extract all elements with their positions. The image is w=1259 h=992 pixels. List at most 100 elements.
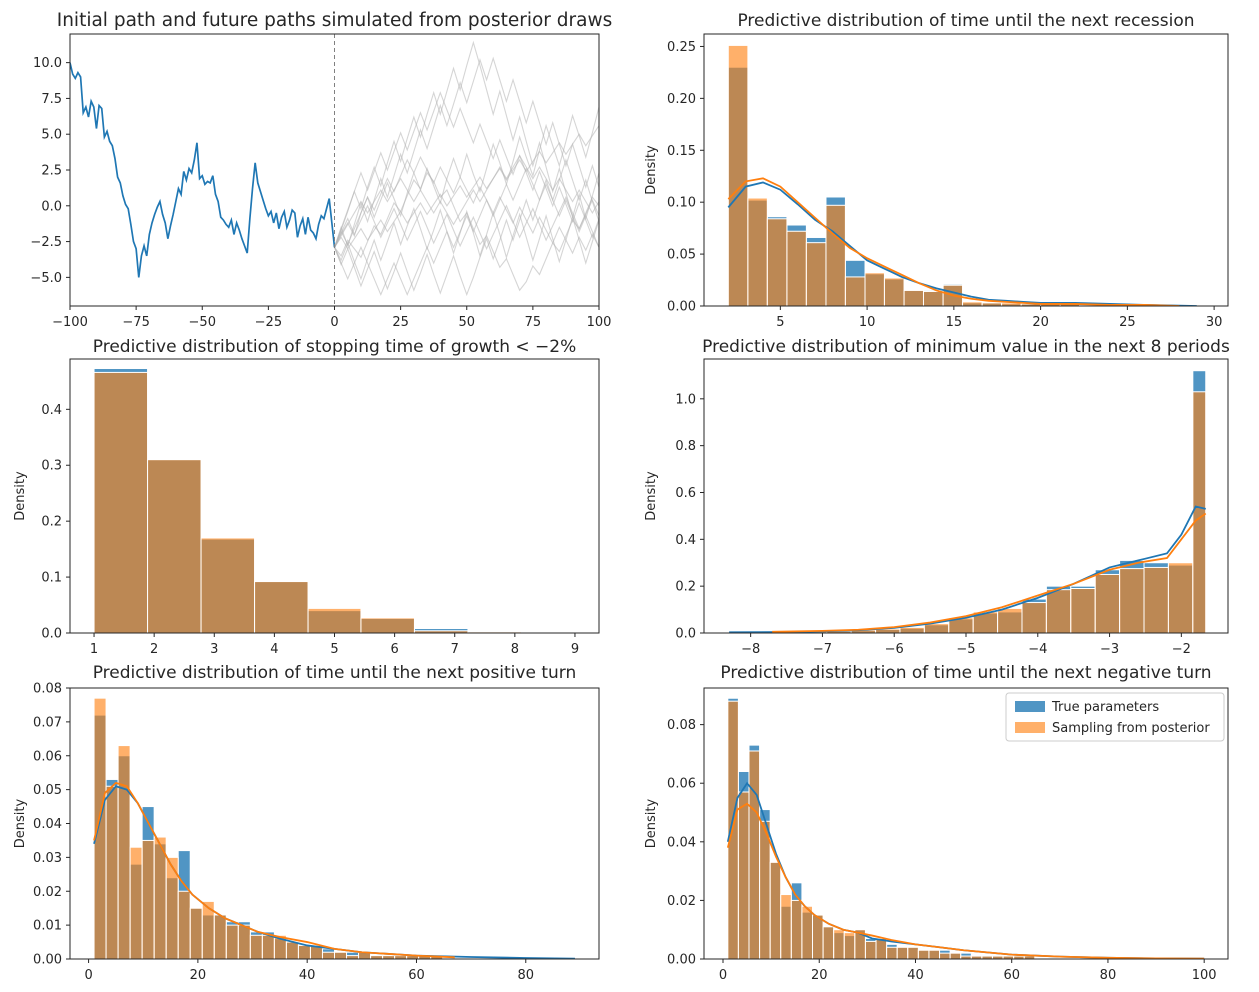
chart-title: Predictive distribution of time until th… bbox=[93, 663, 577, 683]
x-tick-label: 7 bbox=[451, 642, 459, 657]
posterior-kde-line bbox=[727, 177, 1180, 306]
x-tick-label: 30 bbox=[1206, 315, 1223, 330]
x-tick-label: 25 bbox=[392, 315, 409, 330]
plot-area bbox=[70, 34, 599, 306]
posterior-bar bbox=[790, 899, 803, 959]
posterior-bar bbox=[769, 861, 782, 959]
posterior-bar bbox=[903, 289, 924, 306]
x-tick-label: 20 bbox=[811, 968, 828, 983]
posterior-bar bbox=[105, 785, 119, 959]
y-tick-label: 0.15 bbox=[667, 144, 696, 159]
posterior-bar bbox=[907, 946, 919, 959]
simulated-path bbox=[334, 125, 599, 250]
posterior-bar bbox=[923, 623, 950, 633]
simulated-path bbox=[334, 106, 599, 248]
y-tick-label: −5.0 bbox=[30, 271, 62, 286]
x-tick-label: −3 bbox=[1100, 642, 1119, 657]
legend-label: True parameters bbox=[1051, 700, 1159, 715]
posterior-bar bbox=[467, 631, 522, 633]
legend-box bbox=[1005, 692, 1225, 742]
posterior-bar bbox=[780, 894, 792, 959]
posterior-bar bbox=[864, 272, 885, 306]
x-tick-label: 75 bbox=[525, 315, 542, 330]
axes-frame bbox=[69, 687, 600, 960]
axes-frame bbox=[703, 33, 1229, 307]
y-axis-label: Density bbox=[644, 145, 659, 195]
posterior-kde-line bbox=[772, 512, 1207, 633]
posterior-bar bbox=[997, 607, 1023, 633]
plot-area bbox=[728, 370, 1207, 633]
posterior-bar bbox=[117, 745, 131, 959]
initial-path-line bbox=[70, 62, 336, 278]
posterior-bar bbox=[1192, 391, 1207, 633]
posterior-bar bbox=[727, 44, 749, 306]
posterior-bar bbox=[346, 955, 360, 959]
posterior-bar bbox=[360, 617, 415, 633]
posterior-bar bbox=[153, 836, 167, 959]
y-tick-label: 10.0 bbox=[33, 56, 62, 71]
plot-area bbox=[93, 368, 522, 633]
chart-panel-2: Predictive distribution of time until th… bbox=[644, 11, 1229, 330]
axes-frame bbox=[703, 687, 1229, 960]
x-tick-label: 2 bbox=[150, 642, 158, 657]
y-tick-label: 0.07 bbox=[33, 715, 62, 730]
x-tick-label: 0 bbox=[719, 968, 727, 983]
x-tick-label: −4 bbox=[1028, 642, 1047, 657]
posterior-bar bbox=[237, 924, 251, 959]
x-tick-label: 8 bbox=[511, 642, 519, 657]
posterior-bar bbox=[939, 952, 951, 959]
posterior-bar bbox=[285, 941, 299, 959]
x-tick-label: 15 bbox=[946, 315, 963, 330]
y-tick-label: 0.00 bbox=[667, 953, 696, 968]
posterior-bar bbox=[1021, 602, 1047, 633]
posterior-bar bbox=[928, 949, 941, 959]
y-tick-label: 0.02 bbox=[33, 885, 62, 900]
posterior-bar bbox=[812, 914, 824, 959]
legend-swatch bbox=[1015, 701, 1045, 712]
simulated-path bbox=[334, 171, 599, 292]
posterior-bar bbox=[213, 914, 227, 959]
x-tick-label: −50 bbox=[189, 315, 216, 330]
y-tick-label: 0.0 bbox=[41, 627, 62, 642]
y-axis-label: Density bbox=[13, 471, 28, 521]
posterior-bar bbox=[786, 230, 807, 306]
posterior-bar bbox=[225, 924, 239, 959]
axes-frame bbox=[703, 358, 1229, 634]
x-tick-label: 50 bbox=[458, 315, 475, 330]
chart-title: Predictive distribution of minimum value… bbox=[702, 337, 1230, 357]
chart-panel-1: Initial path and future paths simulated … bbox=[30, 10, 612, 330]
posterior-bar bbox=[1045, 589, 1072, 633]
y-tick-label: 0.1 bbox=[41, 571, 62, 586]
y-tick-label: 0.3 bbox=[41, 459, 62, 474]
x-tick-label: 100 bbox=[1192, 968, 1217, 983]
chart-panel-6: Predictive distribution of time until th… bbox=[644, 663, 1229, 983]
posterior-bar bbox=[899, 626, 925, 633]
posterior-bar bbox=[805, 242, 827, 306]
y-tick-label: 2.5 bbox=[41, 164, 62, 179]
y-tick-label: 7.5 bbox=[41, 92, 62, 107]
x-tick-label: −6 bbox=[885, 642, 904, 657]
x-tick-label: −25 bbox=[255, 315, 282, 330]
y-tick-label: 0.0 bbox=[675, 627, 696, 642]
x-tick-label: 0 bbox=[84, 968, 92, 983]
x-tick-label: −8 bbox=[741, 642, 760, 657]
x-tick-label: −2 bbox=[1172, 642, 1191, 657]
posterior-bar bbox=[334, 951, 348, 959]
simulated-path bbox=[334, 154, 599, 248]
y-tick-label: 0.25 bbox=[667, 40, 696, 55]
simulated-path bbox=[333, 167, 599, 296]
y-tick-label: 0.4 bbox=[675, 533, 696, 548]
y-tick-label: 5.0 bbox=[41, 128, 62, 143]
posterior-bar bbox=[886, 946, 898, 959]
y-tick-label: 0.20 bbox=[667, 92, 696, 107]
posterior-bar bbox=[766, 218, 788, 306]
legend: True parameters Sampling from posterior bbox=[1005, 692, 1225, 742]
x-tick-label: 80 bbox=[1100, 968, 1117, 983]
posterior-bar bbox=[822, 926, 835, 959]
y-tick-label: 0.01 bbox=[33, 919, 62, 934]
simulated-path bbox=[333, 56, 599, 248]
x-tick-label: −5 bbox=[956, 642, 975, 657]
y-tick-label: 0.8 bbox=[675, 439, 696, 454]
y-tick-label: 0.06 bbox=[33, 749, 62, 764]
